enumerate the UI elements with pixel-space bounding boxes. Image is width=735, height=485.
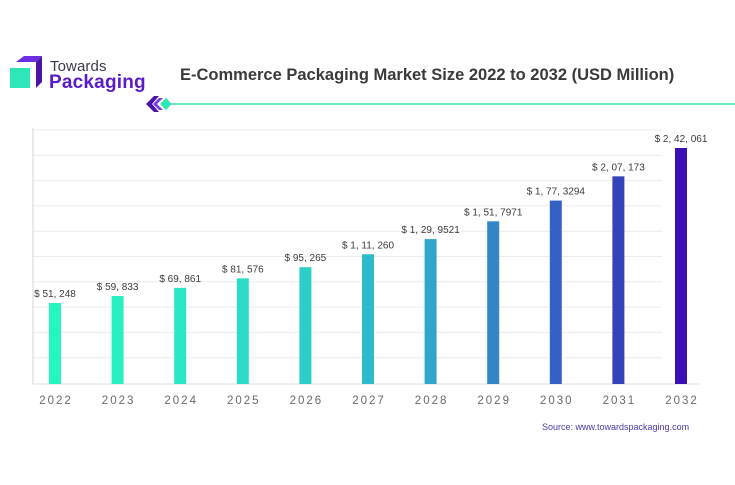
value-label-2031: $ 2, 07, 173 xyxy=(592,162,645,173)
bar-2022 xyxy=(49,303,61,384)
value-label-2032: $ 2, 42, 061 xyxy=(655,134,708,145)
value-label-2026: $ 95, 265 xyxy=(285,253,327,264)
value-label-2028: $ 1, 29, 9521 xyxy=(401,225,460,236)
value-label-2022: $ 51, 248 xyxy=(34,289,76,300)
x-tick-labels: 2022 2023 2024 2025 2026 2027 2028 2029 2030 2031… xyxy=(39,395,699,407)
x-tick-label: 2022 xyxy=(39,395,73,407)
value-label-2030: $ 1, 77, 3294 xyxy=(527,187,586,198)
x-tick-label: 2029 xyxy=(477,395,511,407)
x-tick-label: 2031 xyxy=(603,395,637,407)
bar-2023 xyxy=(111,296,124,384)
value-label-2023: $ 59, 833 xyxy=(97,282,139,293)
bar-2026 xyxy=(299,267,312,384)
bar-2029 xyxy=(487,221,500,384)
bar-2025 xyxy=(236,278,249,384)
x-tick-label: 2030 xyxy=(540,395,574,407)
bar-2031 xyxy=(612,176,625,384)
bar-2030 xyxy=(549,200,562,384)
x-tick-label: 2023 xyxy=(102,395,136,407)
x-tick-label: 2028 xyxy=(415,395,449,407)
brand-logo: Towards Packaging xyxy=(10,56,146,96)
x-tick-label: 2026 xyxy=(290,395,324,407)
value-label-2027: $ 1, 11, 260 xyxy=(342,240,395,251)
value-labels: $ 51, 248 $ 59, 833 $ 69, 861 $ 81, 576 $ 95… xyxy=(34,134,708,300)
value-label-2024: $ 69, 861 xyxy=(159,274,201,285)
source-note: Source: www.towardspackaging.com xyxy=(542,422,690,432)
x-tick-label: 2025 xyxy=(227,395,261,407)
bars xyxy=(49,148,687,384)
brand-name-line1: Towards xyxy=(50,58,107,75)
x-tick-label: 2032 xyxy=(665,395,699,407)
bar-2028 xyxy=(424,239,437,384)
chart-title: E-Commerce Packaging Market Size 2022 to… xyxy=(180,66,675,84)
value-label-2025: $ 81, 576 xyxy=(222,264,264,275)
bar-2024 xyxy=(174,287,187,384)
value-label-2029: $ 1, 51, 7971 xyxy=(464,207,523,218)
x-tick-label: 2024 xyxy=(164,395,198,407)
cube-logo-icon xyxy=(10,56,42,88)
double-chevron-left-icon xyxy=(146,96,172,112)
title-underline xyxy=(146,96,735,112)
brand-name-line2: Packaging xyxy=(49,72,146,93)
bar-2027 xyxy=(362,254,374,384)
bar-2032 xyxy=(675,148,687,384)
x-tick-label: 2027 xyxy=(352,395,386,407)
